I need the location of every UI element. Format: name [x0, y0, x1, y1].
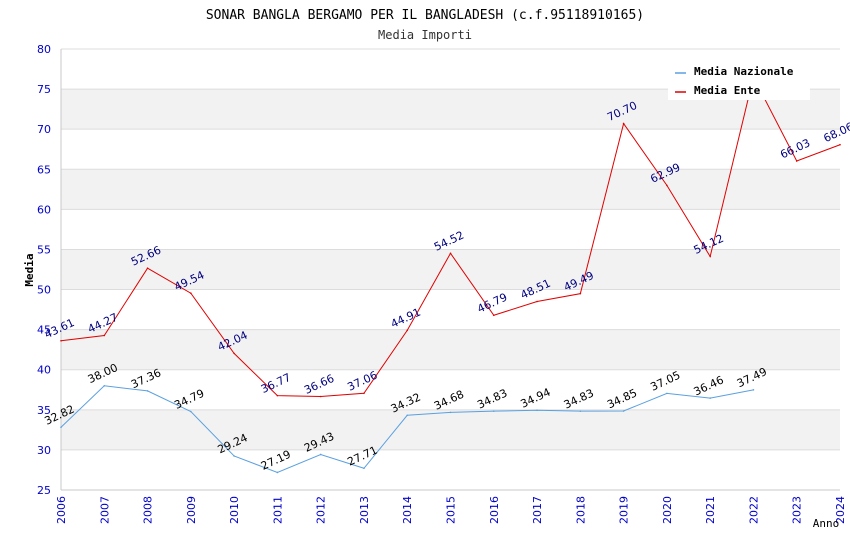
x-axis-label: Anno — [813, 517, 840, 530]
x-tick-label: 2022 — [747, 496, 760, 524]
data-point — [622, 410, 625, 412]
x-tick-label: 2015 — [445, 496, 458, 524]
y-tick-label: 30 — [37, 444, 51, 457]
data-point — [666, 184, 668, 187]
legend: Media Nazionale Media Ente — [668, 60, 810, 100]
data-label: 36.77 — [259, 371, 293, 396]
y-tick-labels: 25 30 35 40 45 50 55 60 65 70 75 80 — [37, 43, 51, 497]
data-label: 34.83 — [475, 386, 509, 411]
data-point — [579, 292, 582, 295]
data-point — [709, 255, 711, 258]
y-tick-label: 50 — [37, 284, 51, 297]
x-tick-label: 2023 — [791, 496, 804, 524]
data-label: 27.19 — [259, 448, 293, 473]
data-label: 34.79 — [172, 387, 206, 412]
chart-subtitle: Media Importi — [378, 28, 472, 42]
x-tick-label: 2018 — [574, 496, 587, 524]
y-tick-label: 45 — [37, 324, 51, 337]
x-tick-label: 2007 — [98, 496, 111, 524]
data-label: 37.06 — [345, 369, 379, 394]
data-label: 36.46 — [692, 373, 726, 398]
data-point — [146, 390, 149, 392]
background-band — [61, 329, 840, 370]
data-label: 44.91 — [389, 306, 423, 331]
data-label: 36.66 — [302, 372, 336, 397]
y-tick-label: 80 — [37, 43, 51, 56]
chart-title: SONAR BANGLA BERGAMO PER IL BANGLADESH (… — [206, 8, 644, 23]
data-label: 34.85 — [605, 386, 639, 411]
data-point — [406, 414, 409, 417]
x-tick-label: 2019 — [618, 496, 631, 524]
data-point — [103, 334, 106, 337]
data-point — [319, 453, 322, 456]
x-tick-label: 2008 — [142, 496, 155, 524]
data-point — [276, 471, 279, 474]
data-point — [233, 352, 235, 355]
data-point — [406, 329, 409, 332]
x-tick-label: 2009 — [185, 496, 198, 524]
y-tick-label: 55 — [37, 243, 51, 256]
legend-box — [668, 60, 810, 100]
series-group — [60, 75, 841, 474]
data-point — [536, 300, 538, 303]
y-tick-label: 60 — [37, 203, 51, 216]
plot-background-bands — [61, 89, 840, 450]
y-tick-label: 25 — [37, 484, 51, 497]
x-tick-label: 2011 — [271, 496, 284, 524]
data-point — [449, 252, 452, 255]
legend-label-nazionale: Media Nazionale — [694, 65, 794, 78]
data-point — [190, 410, 192, 413]
data-point — [60, 339, 62, 342]
x-tick-label: 2017 — [531, 496, 544, 524]
x-tick-label: 2012 — [315, 496, 328, 524]
data-point — [579, 410, 582, 412]
y-axis-label: Media — [23, 253, 36, 286]
background-band — [61, 169, 840, 210]
data-point — [190, 292, 192, 295]
data-point — [622, 122, 625, 125]
data-point — [103, 384, 106, 387]
x-tick-label: 2021 — [704, 496, 717, 524]
y-tick-label: 65 — [37, 163, 51, 176]
data-point — [233, 455, 235, 457]
x-tick-label: 2020 — [661, 496, 674, 524]
data-point — [276, 394, 279, 397]
x-tick-label: 2014 — [401, 496, 414, 524]
x-tick-label: 2013 — [358, 496, 371, 524]
y-tick-label: 70 — [37, 123, 51, 136]
gridlines — [61, 48, 840, 491]
x-tick-label: 2016 — [488, 496, 501, 524]
data-point — [795, 160, 798, 162]
x-tick-label: 2006 — [55, 496, 68, 524]
data-point — [449, 411, 452, 414]
data-point — [709, 397, 711, 399]
y-tick-label: 35 — [37, 404, 51, 417]
axes — [60, 49, 840, 491]
background-band — [61, 409, 840, 450]
data-point — [536, 409, 538, 412]
data-label: 34.83 — [562, 386, 596, 411]
x-tick-label: 2024 — [834, 496, 847, 524]
data-point — [363, 467, 365, 470]
data-label: 37.05 — [648, 369, 682, 394]
data-point — [666, 392, 668, 395]
data-label: 34.68 — [432, 388, 466, 413]
data-point — [60, 426, 62, 429]
legend-label-ente: Media Ente — [694, 84, 761, 97]
x-tick-labels: 2006 2007 2008 2009 2010 2011 2012 2013 2014 2015… — [55, 496, 847, 524]
y-tick-label: 75 — [37, 83, 51, 96]
data-point — [839, 143, 841, 146]
data-label: 34.94 — [519, 386, 553, 411]
data-point — [492, 410, 495, 412]
data-point — [146, 267, 149, 270]
y-tick-label: 40 — [37, 364, 51, 377]
data-point — [319, 395, 322, 398]
data-point — [363, 392, 365, 395]
data-point — [492, 314, 495, 317]
x-tick-label: 2010 — [228, 496, 241, 524]
data-point — [752, 389, 755, 391]
